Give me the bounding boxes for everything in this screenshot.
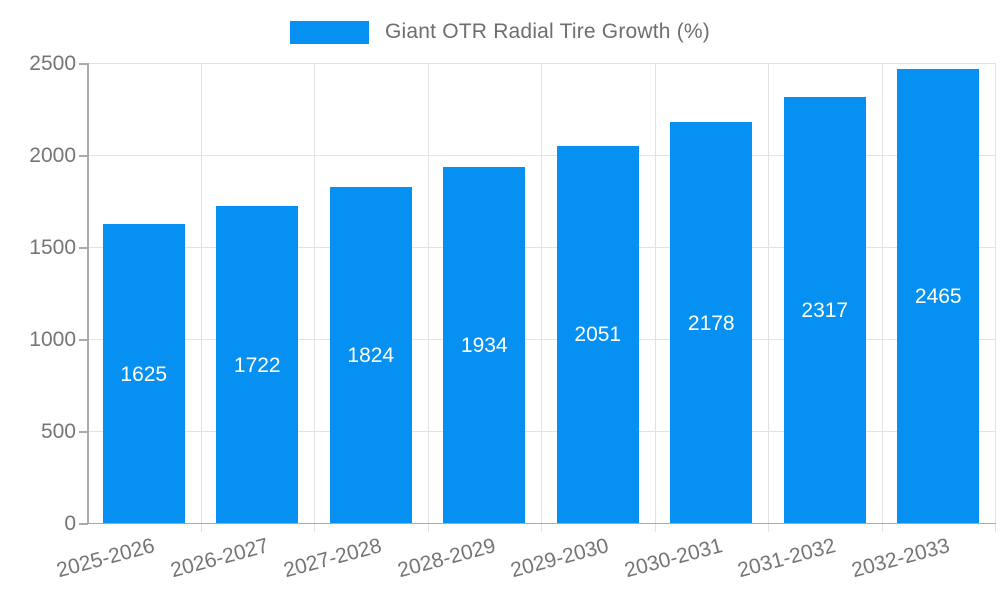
y-axis-tick <box>79 63 88 65</box>
chart-legend: Giant OTR Radial Tire Growth (%) <box>0 20 1000 44</box>
bar-value-label: 2178 <box>687 311 735 335</box>
bar-value-label: 1824 <box>347 344 395 368</box>
x-axis-tick-label: 2029-2030 <box>508 534 612 583</box>
vertical-gridline <box>200 63 202 532</box>
x-axis-tick-label: 2028-2029 <box>394 534 498 583</box>
x-axis-labels: 2025-2026 2026-2027 2027-2028 2028-2029 2029… <box>54 523 995 600</box>
y-axis-tick <box>79 339 88 341</box>
vertical-gridline <box>314 63 315 532</box>
bar: 2051 <box>556 145 639 523</box>
vertical-gridline <box>995 63 996 532</box>
x-axis-tick-label: 2026-2027 <box>167 534 271 583</box>
vertical-gridline <box>427 63 429 532</box>
bar: 1824 <box>329 187 412 523</box>
bar-value-label: 2465 <box>914 285 962 309</box>
plot-area: 1625 1722 1824 1934 2051 2178 2317 2465 <box>87 63 996 532</box>
x-axis-line <box>87 522 996 524</box>
bar: 2178 <box>670 122 753 523</box>
legend-label: Giant OTR Radial Tire Growth (%) <box>385 20 710 43</box>
y-axis-tick <box>79 155 88 157</box>
bar-value-label: 1625 <box>120 362 168 386</box>
legend-swatch <box>290 20 369 44</box>
x-axis-tick-label: 2030-2031 <box>621 534 725 583</box>
x-axis-tick-label: 2027-2028 <box>281 534 385 583</box>
y-axis-line <box>87 63 89 524</box>
bar-value-label: 2317 <box>801 298 849 322</box>
bar: 2317 <box>783 96 866 523</box>
y-axis-tick-label: 1500 <box>29 236 76 259</box>
bar: 1722 <box>216 206 299 523</box>
x-axis-tick-label: 2032-2033 <box>848 534 952 583</box>
bar-value-label: 1934 <box>460 334 508 358</box>
y-axis-tick <box>79 523 88 525</box>
bar-value-label: 2051 <box>574 323 622 347</box>
y-axis-tick-label: 0 <box>64 512 76 535</box>
y-axis-tick-label: 2500 <box>29 52 76 75</box>
vertical-gridline <box>768 63 769 532</box>
bar-value-label: 1722 <box>233 353 281 377</box>
y-axis-tick <box>79 247 88 249</box>
bar: 1625 <box>102 224 185 523</box>
y-axis-tick-label: 2000 <box>29 144 76 167</box>
bar: 2465 <box>897 69 980 523</box>
y-axis-tick <box>79 431 88 433</box>
y-axis-labels: 0 500 1000 1500 2000 2500 <box>0 53 76 534</box>
y-axis-tick-label: 1000 <box>29 328 76 351</box>
vertical-gridline <box>654 63 656 532</box>
vertical-gridline <box>881 63 883 532</box>
vertical-gridline <box>541 63 542 532</box>
bar: 1934 <box>443 167 526 523</box>
x-axis-tick-label: 2025-2026 <box>54 534 158 583</box>
x-axis-tick-label: 2031-2032 <box>735 534 839 583</box>
y-axis-tick-label: 500 <box>40 420 76 443</box>
